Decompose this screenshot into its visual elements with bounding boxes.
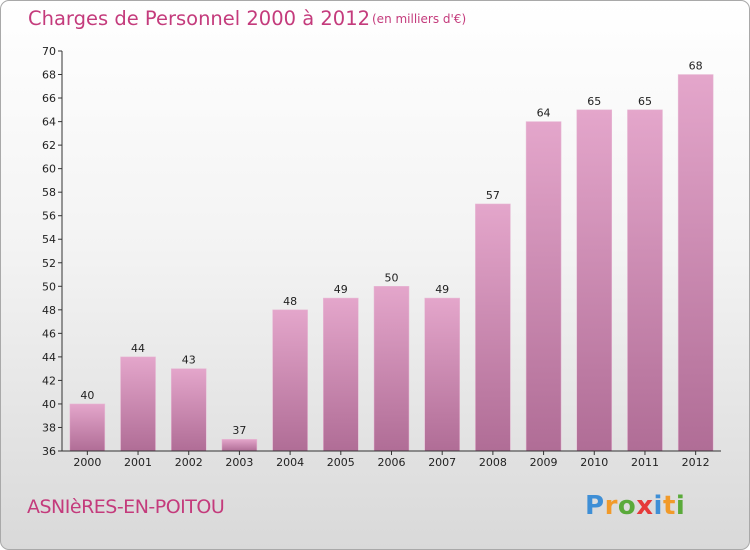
bar-value-label: 43 [182, 354, 196, 367]
chart-title: Charges de Personnel 2000 à 2012 [28, 7, 371, 30]
y-tick-label: 68 [42, 69, 56, 82]
bar-value-label: 64 [537, 107, 551, 120]
x-tick-label: 2008 [479, 456, 507, 469]
x-tick-label: 2006 [378, 456, 406, 469]
x-tick-label: 2005 [327, 456, 355, 469]
y-tick-label: 70 [42, 45, 56, 58]
bar [576, 109, 613, 452]
bar [627, 109, 663, 452]
x-tick-label: 2010 [580, 456, 608, 469]
x-tick-label: 2004 [276, 456, 304, 469]
logo-letter: i [653, 491, 663, 521]
bar [373, 286, 410, 452]
y-tick-label: 58 [42, 186, 56, 199]
bar-value-label: 49 [435, 283, 449, 296]
y-tick-label: 56 [42, 210, 56, 223]
y-tick-label: 44 [42, 351, 56, 364]
bar [677, 74, 714, 452]
bar-value-label: 50 [385, 271, 399, 284]
y-tick-label: 60 [42, 163, 56, 176]
y-tick-label: 66 [42, 92, 56, 105]
y-tick-label: 50 [42, 280, 56, 293]
bar [221, 438, 258, 452]
y-tick-label: 36 [42, 445, 56, 458]
y-tick-label: 40 [42, 398, 56, 411]
x-tick-label: 2001 [124, 456, 152, 469]
y-tick-label: 52 [42, 257, 56, 270]
bar-value-label: 48 [283, 295, 297, 308]
y-tick-label: 42 [42, 374, 56, 387]
logo-letter: x [636, 491, 654, 521]
bar [69, 403, 106, 452]
bar [424, 297, 460, 452]
logo-letter: o [617, 491, 637, 521]
bar-value-label: 57 [486, 189, 500, 202]
logo-letter: i [675, 491, 686, 521]
bar-value-label: 68 [689, 60, 703, 73]
bar [525, 121, 562, 452]
logo-letter: t [662, 491, 676, 521]
y-tick-label: 54 [42, 233, 56, 246]
bar [323, 297, 359, 452]
x-tick-label: 2000 [73, 456, 101, 469]
y-tick-label: 46 [42, 327, 56, 340]
bar [120, 356, 156, 452]
x-tick-label: 2002 [175, 456, 203, 469]
bar-value-label: 65 [638, 95, 652, 108]
y-tick-label: 38 [42, 421, 56, 434]
bar-value-label: 40 [80, 389, 94, 402]
x-tick-label: 2007 [428, 456, 456, 469]
bar [475, 203, 511, 452]
y-tick-label: 62 [42, 139, 56, 152]
x-tick-label: 2009 [530, 456, 558, 469]
bars-group: 40 44 43 37 48 49 50 49 57 64 65 65 68 [69, 60, 714, 452]
logo-letter: P [585, 491, 605, 521]
bar-value-label: 49 [334, 283, 348, 296]
y-tick-label: 64 [42, 116, 56, 129]
x-tick-label: 2012 [682, 456, 710, 469]
x-tick-label: 2003 [225, 456, 253, 469]
x-tick-label: 2011 [631, 456, 659, 469]
bar [272, 309, 308, 452]
bar-value-label: 44 [131, 342, 145, 355]
y-axis: 36 38 40 42 44 46 48 50 52 54 56 58 60 62 64 66 68 70 [42, 45, 63, 458]
y-tick-label: 48 [42, 304, 56, 317]
bar-value-label: 65 [587, 95, 601, 108]
bar [170, 368, 207, 452]
place-name: ASNIèRES-EN-POITOU [27, 496, 225, 518]
bar-value-label: 37 [232, 424, 246, 437]
proxiti-logo: Proxiti [585, 491, 685, 521]
x-axis: 2000 2001 2002 2003 2004 2005 2006 2007 2008 2009… [62, 450, 721, 469]
chart-subtitle: (en milliers d'€) [372, 12, 467, 26]
logo-letter: r [604, 491, 618, 521]
